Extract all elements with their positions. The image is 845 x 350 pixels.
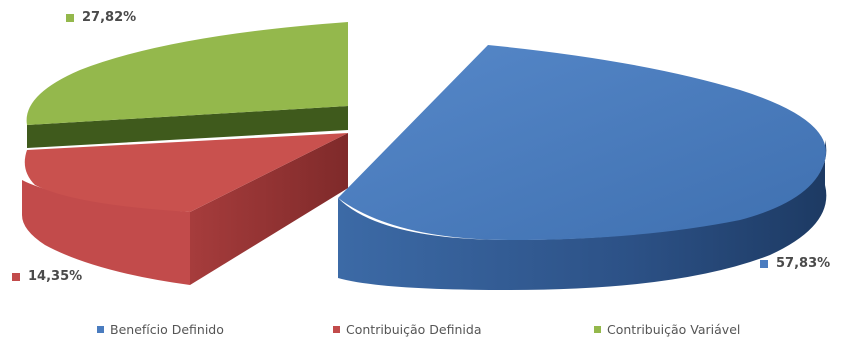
slice-top [26, 22, 348, 125]
legend-label: Benefício Definido [110, 322, 224, 337]
slice-beneficio-definido [338, 45, 827, 290]
slice-side [338, 140, 827, 290]
slice-side-outer [22, 180, 190, 285]
slice-top [24, 133, 348, 212]
legend-item-beneficio-definido: Benefício Definido [97, 322, 224, 337]
slice-contribuicao-definida [22, 133, 348, 285]
data-label-contribuicao-definida: 14,35% [12, 269, 82, 284]
legend-label: Contribuição Definida [346, 322, 482, 337]
slice-side-inner [190, 133, 348, 285]
legend-label: Contribuição Variável [607, 322, 741, 337]
legend-swatch [760, 259, 768, 268]
slice-side [27, 106, 348, 148]
slice-top [338, 45, 826, 240]
legend-swatch [12, 272, 20, 281]
data-label-contribuicao-variavel: 27,82% [66, 10, 136, 25]
legend-swatch [594, 326, 601, 333]
legend-item-contribuicao-definida: Contribuição Definida [333, 322, 481, 337]
legend-item-contribuicao-variavel: Contribuição Variável [594, 322, 740, 337]
slice-contribuicao-variavel [26, 22, 348, 148]
legend-swatch [66, 13, 74, 22]
data-label-text: 14,35% [28, 269, 83, 284]
legend-swatch [333, 326, 340, 333]
legend-swatch [97, 326, 104, 333]
data-label-beneficio-definido: 57,83% [760, 256, 830, 271]
data-label-text: 57,83% [776, 256, 831, 271]
data-label-text: 27,82% [82, 10, 137, 25]
